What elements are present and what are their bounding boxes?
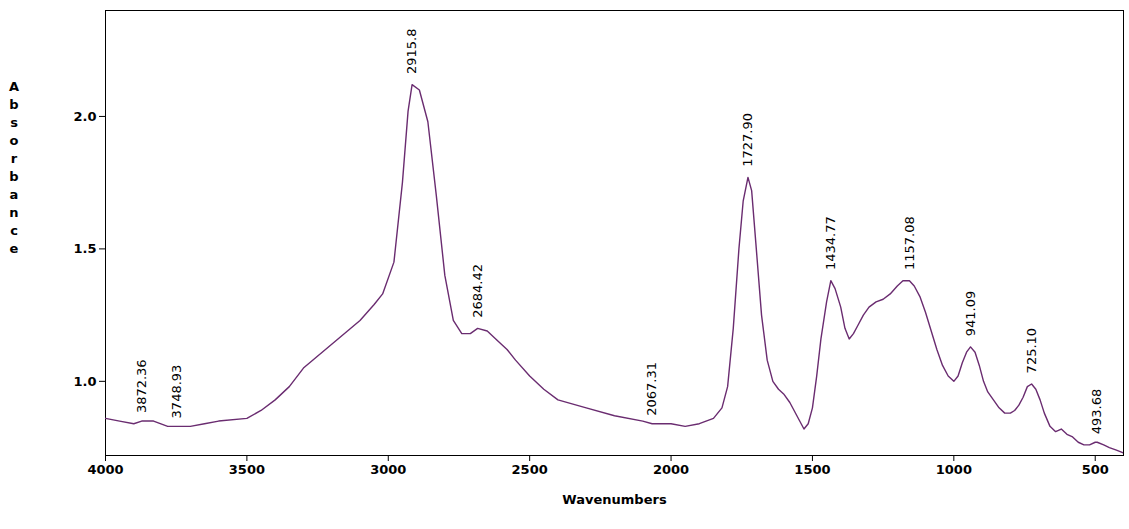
svg-text:3500: 3500 — [229, 462, 265, 477]
svg-text:2500: 2500 — [512, 462, 548, 477]
html-text:e: e — [9, 241, 19, 256]
html-text:c: c — [10, 223, 18, 238]
svg-text:2684.42: 2684.42 — [470, 264, 485, 318]
svg-text:2915.8: 2915.8 — [404, 29, 419, 75]
html-text:b: b — [9, 169, 19, 184]
svg-text:3748.93: 3748.93 — [169, 365, 184, 419]
svg-text:725.10: 725.10 — [1024, 328, 1039, 374]
svg-text:2067.31: 2067.31 — [644, 362, 659, 416]
html-text:n: n — [9, 205, 19, 220]
svg-text:1000: 1000 — [936, 462, 972, 477]
svg-text:1.0: 1.0 — [73, 373, 96, 388]
svg-text:1500: 1500 — [794, 462, 830, 477]
html-text:A: A — [9, 79, 19, 94]
svg-text:2000: 2000 — [653, 462, 689, 477]
html-text:r: r — [10, 151, 18, 166]
html-text:b: b — [9, 97, 19, 112]
html-text:a: a — [9, 187, 19, 202]
svg-text:Wavenumbers: Wavenumbers — [562, 492, 667, 507]
svg-text:1157.08: 1157.08 — [902, 216, 917, 270]
svg-text:1434.77: 1434.77 — [823, 216, 838, 270]
svg-text:941.09: 941.09 — [963, 291, 978, 337]
svg-text:1727.90: 1727.90 — [740, 113, 755, 167]
svg-text:3872.36: 3872.36 — [134, 359, 149, 413]
svg-text:493.68: 493.68 — [1089, 389, 1104, 435]
svg-text:1.5: 1.5 — [73, 241, 96, 256]
svg-text:500: 500 — [1082, 462, 1109, 477]
svg-text:3000: 3000 — [370, 462, 406, 477]
svg-text:2.0: 2.0 — [73, 109, 96, 124]
html-text:s: s — [10, 115, 18, 130]
svg-text:4000: 4000 — [87, 462, 123, 477]
html-text:o: o — [9, 133, 19, 148]
